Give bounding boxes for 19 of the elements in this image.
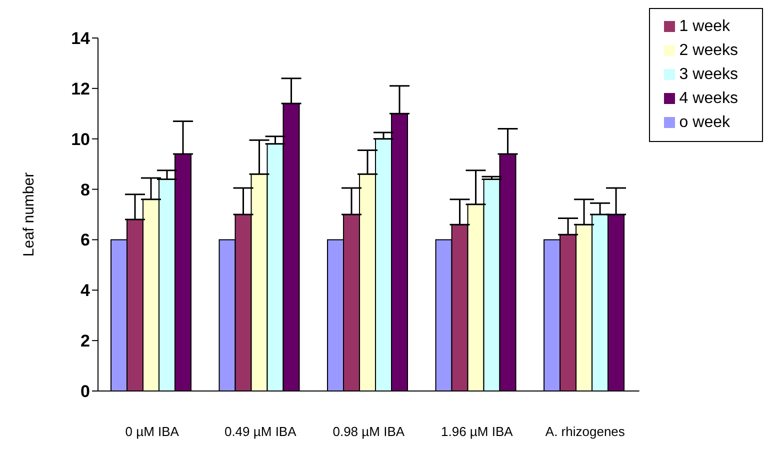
- legend-label: 2 weeks: [679, 42, 738, 59]
- legend-label: 1 week: [679, 18, 730, 35]
- legend-label: 4 weeks: [679, 90, 738, 107]
- legend-label: o week: [679, 114, 730, 131]
- x-tick-label: 0 µM IBA: [125, 424, 180, 440]
- x-tick-label: 1.96 µM IBA: [441, 424, 514, 440]
- y-tick-label: 6: [80, 230, 90, 250]
- y-tick-label: 12: [71, 79, 90, 98]
- y-tick-label: 2: [80, 332, 90, 351]
- x-tick-label: A. rhizogenes: [545, 424, 626, 440]
- y-tick-label: 10: [71, 130, 90, 149]
- y-tick-label: 0: [80, 382, 90, 402]
- y-tick-label: 4: [80, 281, 91, 300]
- legend-label: 3 weeks: [679, 66, 738, 83]
- x-tick-label: 0.98 µM IBA: [332, 424, 405, 440]
- y-tick-label: 8: [80, 180, 90, 200]
- y-tick-label: 14: [71, 29, 91, 48]
- x-tick-label: 0.49 µM IBA: [224, 424, 297, 440]
- y-axis-title: Leaf number: [20, 172, 38, 257]
